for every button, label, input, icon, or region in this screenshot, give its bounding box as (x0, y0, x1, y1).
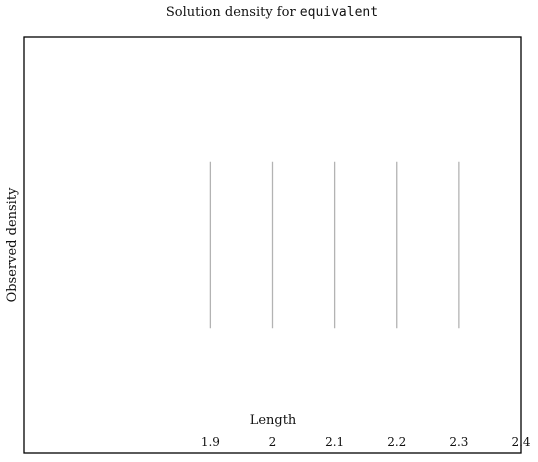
plot-frame (23, 36, 522, 454)
x-tick-label: 2.4 (511, 435, 530, 449)
chart-title-prefix: Solution density for (166, 5, 300, 20)
x-tick-label: 2.2 (387, 435, 406, 449)
chart-title: Solution density for equivalent (166, 5, 378, 20)
x-axis-label: Length (250, 413, 297, 428)
x-tick-label: 2.3 (449, 435, 468, 449)
x-tick-label: 1.9 (201, 435, 220, 449)
x-tick-label: 2.1 (325, 435, 344, 449)
x-tick-labels: 1.9 2 2.1 2.2 2.3 2.4 (201, 435, 531, 449)
x-tick-label: 2 (269, 435, 277, 449)
density-lines (209, 161, 460, 329)
y-axis-label: Observed density (5, 187, 20, 302)
chart-title-code: equivalent (300, 5, 378, 20)
